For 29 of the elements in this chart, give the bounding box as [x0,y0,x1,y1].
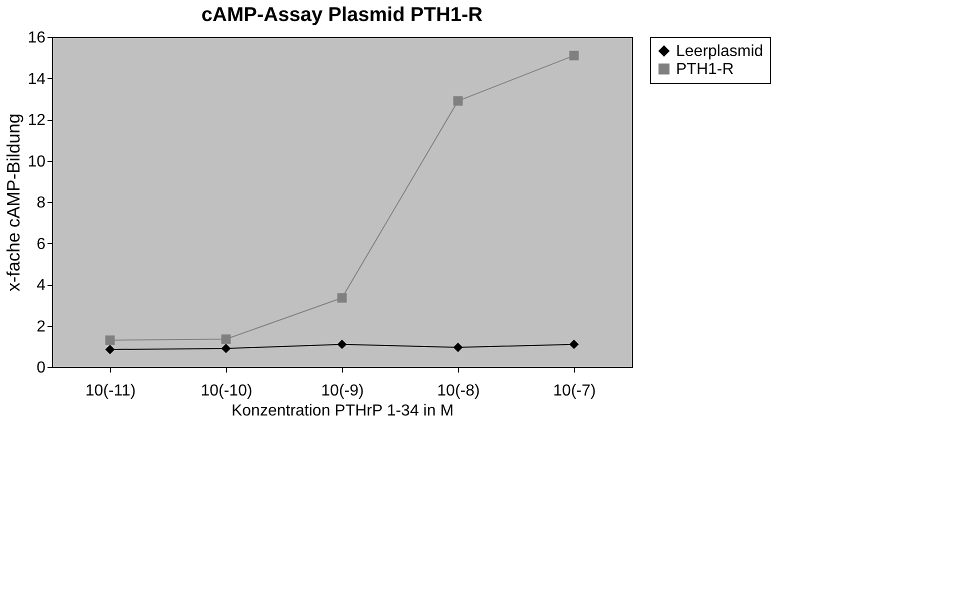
y-tick-label: 2 [36,318,46,336]
point [569,50,579,60]
y-tick-label: 16 [28,30,46,46]
y-axis-title: x-fache cAMP-Bildung [4,113,24,292]
y-tick-label: 10 [28,153,46,170]
y-tick-label: 6 [36,236,46,253]
point [221,334,231,344]
point [569,340,579,350]
x-axis-title: Konzentration PTHrP 1-34 in M [231,402,454,420]
x-tick-label: 10(-9) [321,382,364,400]
legend-label: Leerplasmid [676,43,764,60]
point [453,96,463,106]
legend-label: PTH1-R [676,61,734,78]
x-tick-label: 10(-8) [437,382,480,400]
point [337,340,347,350]
point [105,335,115,345]
chart-title: cAMP-Assay Plasmid PTH1-R [201,4,484,26]
x-tick-label: 10(-7) [553,382,596,400]
y-tick-label: 8 [36,194,46,212]
point [105,344,115,354]
y-tick-label: 4 [36,277,46,294]
y-tick-label: 14 [28,70,46,88]
x-tick-label: 10(-11) [85,382,136,400]
y-tick-label: 0 [36,360,46,376]
point [453,342,463,352]
point [337,293,347,303]
y-tick-label: 12 [28,112,46,129]
x-tick-label: 10(-10) [200,382,252,400]
point [221,344,231,354]
